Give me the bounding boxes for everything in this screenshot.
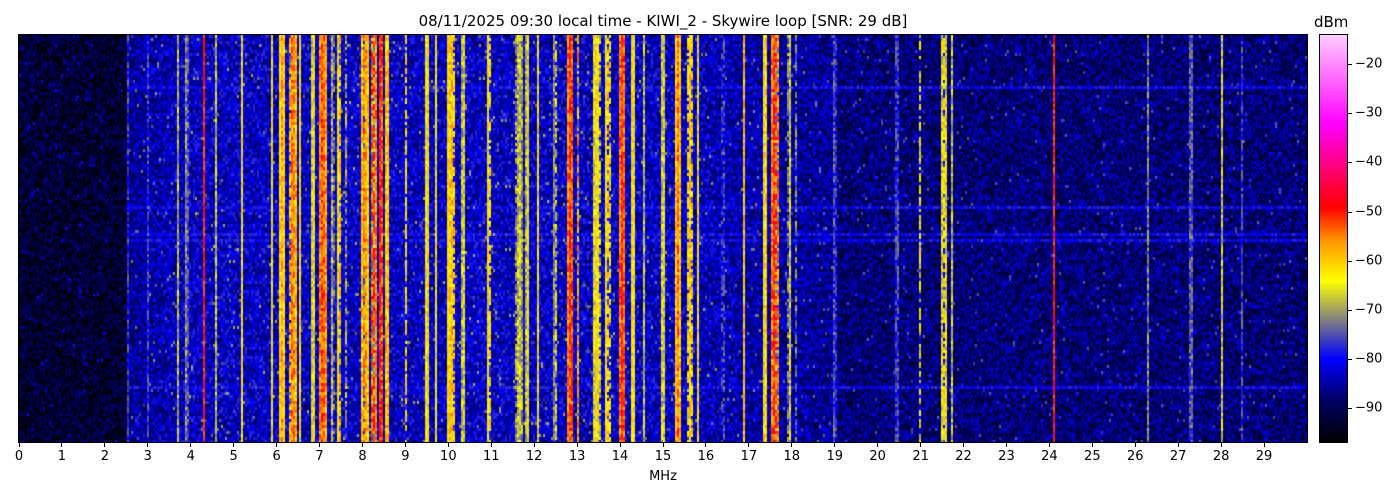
x-tick-mark	[748, 442, 750, 447]
x-tick-mark	[1263, 442, 1265, 447]
x-tick-label: 14	[611, 449, 629, 464]
x-tick-mark	[147, 442, 149, 447]
x-tick-label: 12	[525, 449, 543, 464]
x-tick-mark	[233, 442, 235, 447]
x-tick-mark	[1005, 442, 1007, 447]
colorbar-tick-mark	[1347, 358, 1352, 360]
x-tick-label: 0	[14, 449, 24, 464]
colorbar-tick-mark	[1347, 260, 1352, 262]
x-tick-mark	[834, 442, 836, 447]
x-tick-label: 3	[143, 449, 152, 464]
colorbar-tick-mark	[1347, 113, 1352, 115]
x-tick-mark	[1220, 442, 1222, 447]
x-tick-label: 19	[826, 449, 843, 464]
x-tick-mark	[361, 442, 363, 447]
x-tick-label: 9	[401, 449, 410, 464]
colorbar	[1319, 34, 1348, 443]
x-tick-label: 23	[998, 449, 1015, 464]
x-tick-mark	[319, 442, 321, 447]
x-tick-label: 22	[955, 449, 972, 464]
x-tick-mark	[791, 442, 793, 447]
colorbar-gradient	[1320, 35, 1347, 442]
x-tick-mark	[1091, 442, 1093, 447]
colorbar-tick-label: −50	[1355, 204, 1383, 220]
x-tick-mark	[1177, 442, 1179, 447]
x-tick-label: 6	[272, 449, 281, 464]
x-tick-mark	[18, 442, 20, 447]
x-tick-mark	[920, 442, 922, 447]
x-tick-mark	[1048, 442, 1050, 447]
x-tick-mark	[705, 442, 707, 447]
x-tick-label: 7	[315, 449, 324, 464]
x-tick-label: 2	[100, 449, 109, 464]
x-tick-mark	[104, 442, 106, 447]
x-tick-mark	[404, 442, 406, 447]
x-tick-label: 5	[229, 449, 238, 464]
x-tick-mark	[490, 442, 492, 447]
x-tick-label: 29	[1255, 449, 1273, 464]
x-tick-mark	[619, 442, 621, 447]
chart-title: 08/11/2025 09:30 local time - KIWI_2 - S…	[418, 12, 908, 30]
x-tick-label: 17	[740, 449, 758, 464]
colorbar-tick-mark	[1347, 309, 1352, 311]
x-tick-label: 11	[482, 449, 500, 464]
x-tick-label: 1	[57, 449, 67, 464]
colorbar-tick-label: −90	[1355, 400, 1383, 416]
x-tick-mark	[533, 442, 535, 447]
x-tick-label: 10	[440, 449, 457, 464]
x-tick-mark	[576, 442, 578, 447]
x-tick-label: 13	[568, 449, 586, 464]
colorbar-tick-mark	[1347, 64, 1352, 66]
spectrogram-heatmap	[19, 35, 1307, 442]
x-tick-mark	[963, 442, 965, 447]
x-tick-label: 21	[912, 449, 929, 464]
x-tick-label: 25	[1084, 449, 1101, 464]
colorbar-tick-mark	[1347, 162, 1352, 164]
colorbar-tick-mark	[1347, 211, 1352, 213]
x-tick-mark	[190, 442, 192, 447]
colorbar-tick-label: −60	[1355, 253, 1383, 269]
colorbar-tick-label: −20	[1355, 56, 1383, 72]
colorbar-tick-label: −30	[1355, 105, 1383, 121]
x-tick-label: 20	[869, 449, 886, 464]
x-tick-mark	[1134, 442, 1136, 447]
x-tick-label: 28	[1212, 449, 1230, 464]
x-tick-mark	[877, 442, 879, 447]
x-tick-label: 24	[1041, 449, 1058, 464]
colorbar-tick-label: −40	[1355, 154, 1383, 170]
colorbar-tick-label: −80	[1355, 351, 1383, 367]
x-tick-label: 4	[186, 449, 195, 464]
colorbar-tick-label: −70	[1355, 302, 1383, 318]
colorbar-tick-mark	[1347, 407, 1352, 409]
x-tick-mark	[61, 442, 63, 447]
x-tick-label: 15	[654, 449, 672, 464]
x-tick-label: 26	[1126, 449, 1144, 464]
x-tick-label: 27	[1169, 449, 1187, 464]
plot-area	[18, 34, 1308, 443]
x-tick-label: 18	[783, 449, 801, 464]
x-tick-mark	[276, 442, 278, 447]
x-tick-label: 8	[358, 449, 367, 464]
colorbar-label: dBm	[1314, 13, 1349, 31]
x-tick-mark	[447, 442, 449, 447]
x-tick-mark	[662, 442, 664, 447]
x-tick-label: 16	[697, 449, 715, 464]
x-axis-label: MHz	[649, 469, 677, 484]
